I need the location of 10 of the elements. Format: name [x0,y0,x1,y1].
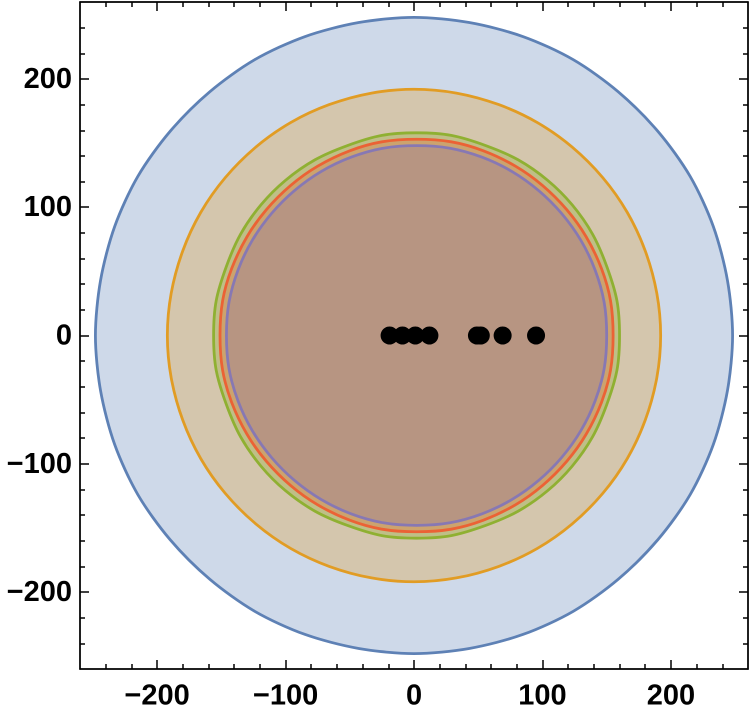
x-tick-label: −100 [252,680,318,712]
x-tick-label: −200 [124,680,190,712]
x-tick-label: 0 [406,680,422,712]
x-tick-label: 200 [646,680,696,712]
y-tick-label: −200 [6,576,72,608]
y-tick-label: 100 [24,191,72,224]
y-tick-label: 0 [56,320,72,352]
y-tick-label: 200 [24,62,72,95]
y-tick-label: −100 [6,448,72,480]
x-tick-label: 100 [518,680,567,712]
